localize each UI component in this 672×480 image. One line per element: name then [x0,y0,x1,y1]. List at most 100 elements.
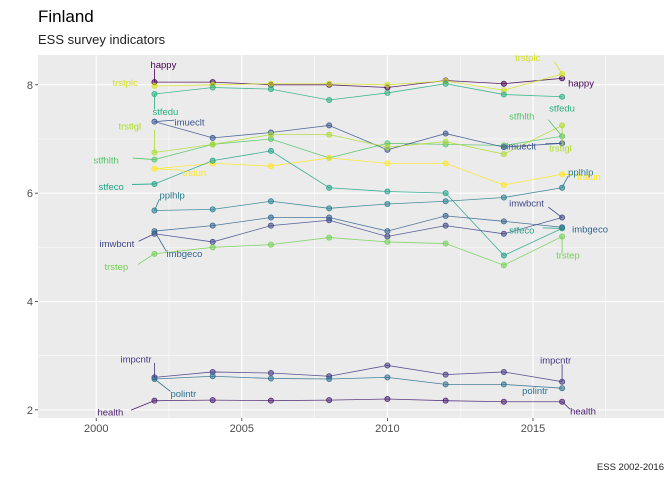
annotation-stfedu-end: stfedu [549,104,575,115]
x-tick-label: 2010 [375,423,399,435]
annotation-imbgeco-start: imbgeco [154,230,202,260]
data-point-imbgeco [442,212,449,219]
annotation-trstun-end: trstun [562,172,601,183]
data-point-stfeco [209,157,216,164]
data-point-trstep [326,234,333,241]
data-point-stfeco [500,252,507,259]
annotation-trstep-end: trstep [556,236,580,262]
annotation-trstplc-end: trstplc [515,53,563,75]
data-point-trstun [326,154,333,161]
data-point-polintr [500,381,507,388]
data-point-stfeco [442,190,449,197]
data-point-trstep [384,238,391,245]
series-label-trstep: trstep [556,251,580,262]
label-connector [562,173,578,176]
data-point-pplhlp [326,205,333,212]
data-point-polintr [209,373,216,380]
series-line-trstplc [154,73,563,91]
data-point-stfedu [384,89,391,96]
series-label-polintr: polintr [522,386,548,397]
data-point-trstun [442,160,449,167]
data-point-health [209,397,216,404]
annotation-trstun-start: trstun [154,168,206,179]
data-point-health [267,397,274,404]
series-label-impcntr: impcntr [120,354,151,365]
annotation-happy-start: happy [150,60,177,83]
annotation-stfedu-start: stfedu [152,94,178,118]
data-point-impcntr [442,371,449,378]
series-label-pplhlp: pplhlp [568,168,593,179]
data-point-imwbcnt [267,222,274,229]
series-label-imwbcnt: imwbcnt [99,239,134,250]
series-line-stfeco [154,150,563,256]
label-connector [137,253,155,265]
label-connector [548,206,563,218]
annotation-stfeco-start: stfeco [98,182,155,193]
series-labels: happy trstplc stfedu trstlgl imueclt stfhlth t… [93,53,608,419]
chart-title: Finland [38,7,94,26]
series-line-trstep [154,236,563,266]
series-label-impcntr: impcntr [540,356,571,367]
data-point-trstlgl [500,151,507,158]
data-point-stfeco [326,184,333,191]
annotation-impcntr-end: impcntr [540,356,571,382]
x-tick-label: 2005 [230,423,254,435]
data-point-happy [500,80,507,87]
label-connector [138,233,155,242]
data-point-impcntr [500,368,507,375]
series-label-trstlgl: trstlgl [549,143,572,154]
data-point-imbgeco [267,214,274,221]
series-line-pplhlp [154,187,563,211]
annotation-imwbcnt-end: imwbcnt [509,199,563,218]
series-label-trstlgl: trstlgl [118,122,141,133]
data-point-imwbcnt [442,222,449,229]
data-point-health [326,397,333,404]
annotation-imueclt-end: imueclt [506,141,563,152]
series-line-trstlgl [154,125,563,155]
data-point-imwbcnt [384,233,391,240]
series-label-stfhlth: stfhlth [93,156,118,167]
data-point-imbgeco [500,218,507,225]
data-point-polintr [559,385,566,392]
series-label-happy: happy [568,78,594,89]
axis-ticks: 2000 2005 2010 2015 2 4 6 8 [27,80,545,435]
annotation-trstep-start: trstep [104,253,155,273]
label-connector [154,168,183,171]
data-point-trstun [500,182,507,189]
data-point-polintr [267,375,274,382]
data-point-stfeco [384,188,391,195]
data-point-imwbcnt [500,230,507,237]
series-label-imueclt: imueclt [174,118,204,129]
y-tick-label: 6 [27,188,33,200]
data-point-trstun [267,163,274,170]
data-point-trstplc [151,82,158,89]
series-label-stfedu: stfedu [152,107,178,118]
label-connector [154,198,160,211]
annotation-pplhlp-start: pplhlp [154,190,185,211]
grid-lines [38,55,664,418]
annotation-imwbcnt-start: imwbcnt [99,233,155,250]
data-point-polintr [442,381,449,388]
data-point-trstlgl [267,131,274,138]
annotation-trstlgl-start: trstlgl [118,122,155,153]
annotation-impcntr-start: impcntr [120,354,155,378]
data-point-pplhlp [267,198,274,205]
annotation-stfhlth-start: stfhlth [93,156,155,167]
data-point-health [500,398,507,405]
series-points [151,70,566,405]
data-point-health [384,396,391,403]
series-line-impcntr [154,365,563,383]
data-point-trstlgl [442,138,449,145]
series-label-health: health [97,408,123,419]
series-line-stfedu [154,83,563,101]
data-point-impcntr [267,370,274,377]
chart-subtitle: ESS survey indicators [38,32,166,47]
annotation-stfeco-end: stfeco [509,225,563,236]
data-point-trstlgl [209,141,216,148]
chart-caption: ESS 2002-2016 [597,462,664,473]
label-connector [132,183,155,185]
label-connector [561,176,569,188]
label-connector [154,378,171,392]
data-point-imbgeco [326,214,333,221]
series-line-happy [154,77,563,88]
